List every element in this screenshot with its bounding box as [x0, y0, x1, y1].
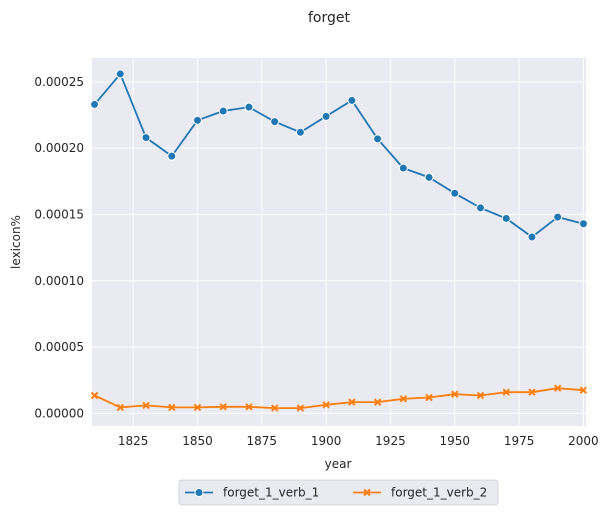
- data-point: [553, 384, 562, 392]
- data-point-stroke: [502, 388, 510, 396]
- data-point-stroke: [553, 384, 562, 392]
- legend-box: [178, 479, 499, 506]
- data-point: [373, 134, 383, 144]
- data-point-stroke: [90, 391, 99, 400]
- data-point: [244, 102, 254, 112]
- data-point: [527, 232, 537, 242]
- series-line: [94, 387, 584, 410]
- series-layer: [90, 69, 588, 412]
- data-point-stroke: [322, 401, 330, 409]
- data-point: [425, 393, 433, 402]
- data-point: [270, 404, 279, 412]
- data-point: [192, 115, 202, 125]
- y-tick-label: 0.00000: [34, 406, 84, 420]
- legend: forget_1_verb_1 forget_1_verb_2: [178, 479, 499, 506]
- legend-marker: [194, 488, 204, 497]
- series-forget_1_verb_2: [90, 384, 588, 412]
- data-point: [476, 203, 486, 213]
- data-point-stroke: [399, 395, 408, 403]
- data-point: [398, 163, 408, 173]
- gridlines: [92, 58, 586, 426]
- data-point: [245, 403, 253, 411]
- data-point-stroke: [373, 398, 382, 406]
- legend-marker-stroke: [363, 488, 371, 497]
- x-tick-label: 1850: [182, 434, 213, 448]
- data-point-stroke: [348, 398, 356, 406]
- legend-label: forget_1_verb_2: [391, 486, 487, 500]
- legend-item: forget_1_verb_1: [185, 486, 319, 500]
- data-point-stroke: [116, 403, 125, 412]
- data-point-stroke: [193, 403, 202, 412]
- data-point: [193, 403, 202, 412]
- data-point-stroke: [451, 390, 459, 398]
- series-forget_1_verb_1: [90, 69, 588, 242]
- data-point: [296, 404, 305, 412]
- x-axis-ticks: 1825 1850 1875 1900 1925 1950 1975 2000: [118, 434, 599, 448]
- x-tick-label: 1825: [118, 434, 149, 448]
- y-axis-label: lexicon%: [9, 215, 23, 269]
- legend-marker: [363, 488, 371, 497]
- y-tick-label: 0.00025: [34, 75, 84, 89]
- data-point: [501, 213, 511, 223]
- data-point: [116, 403, 125, 412]
- data-point-stroke: [219, 403, 227, 411]
- data-point-stroke: [425, 393, 433, 402]
- data-point: [450, 188, 460, 198]
- x-tick-label: 1875: [247, 434, 278, 448]
- data-point: [322, 401, 330, 409]
- data-point-stroke: [168, 403, 176, 412]
- data-point-stroke: [528, 388, 536, 396]
- y-axis-ticks: 0.00000 0.00005 0.00010 0.00015 0.00020 0.000…: [34, 75, 84, 421]
- data-point-stroke: [296, 404, 305, 412]
- data-point: [451, 390, 459, 398]
- data-point-stroke: [579, 386, 588, 394]
- x-tick-label: 1950: [440, 434, 471, 448]
- data-point-stroke: [142, 401, 150, 410]
- y-tick-label: 0.00020: [34, 141, 84, 155]
- y-tick-label: 0.00005: [34, 340, 84, 354]
- data-point: [399, 395, 408, 403]
- data-point: [219, 403, 227, 411]
- x-tick-label: 1900: [311, 434, 342, 448]
- data-point: [90, 391, 99, 400]
- data-point: [270, 117, 280, 127]
- data-point-stroke: [245, 403, 253, 411]
- data-point: [142, 401, 150, 410]
- data-point: [348, 398, 356, 406]
- data-point: [579, 386, 588, 394]
- data-point-stroke: [476, 391, 485, 400]
- data-point: [218, 106, 228, 116]
- data-point: [528, 388, 536, 396]
- x-tick-label: 2000: [568, 434, 599, 448]
- legend-item: forget_1_verb_2: [353, 486, 487, 500]
- data-point: [168, 403, 176, 412]
- data-point: [115, 69, 125, 79]
- x-axis-label: year: [325, 457, 352, 471]
- data-point: [578, 219, 588, 229]
- data-point-stroke: [270, 404, 279, 412]
- data-point: [373, 398, 382, 406]
- data-point: [295, 127, 305, 137]
- y-tick-label: 0.00010: [34, 274, 84, 288]
- x-tick-label: 1975: [504, 434, 535, 448]
- data-point: [553, 212, 563, 222]
- data-point: [424, 172, 434, 182]
- data-point: [90, 99, 100, 109]
- legend-label: forget_1_verb_1: [223, 486, 319, 500]
- data-point: [347, 95, 357, 105]
- series-line: [93, 73, 584, 238]
- chart-title: forget: [308, 10, 351, 26]
- plot-area: [92, 58, 586, 426]
- data-point: [476, 391, 485, 400]
- data-point: [321, 111, 331, 121]
- data-point: [502, 388, 510, 396]
- x-tick-label: 1925: [375, 434, 406, 448]
- data-point: [167, 151, 177, 161]
- y-tick-label: 0.00015: [34, 207, 84, 221]
- data-point: [141, 133, 151, 143]
